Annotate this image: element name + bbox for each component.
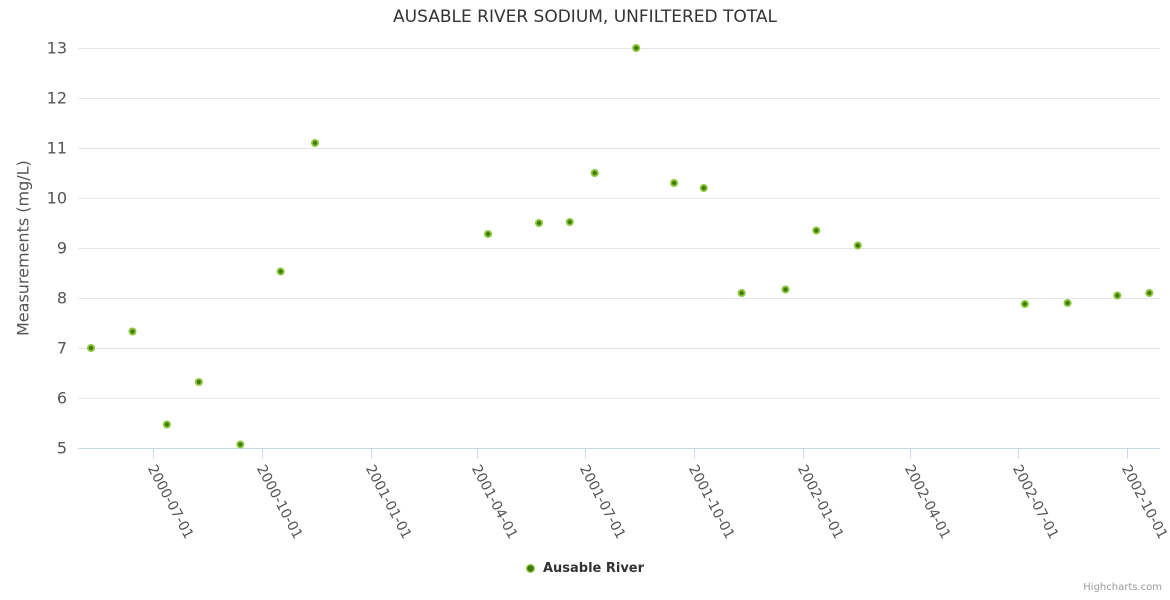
legend-marker-icon: [525, 564, 535, 573]
x-axis-tick-label: 2002-04-01: [901, 462, 953, 541]
data-point[interactable]: [194, 378, 203, 386]
x-axis-tick-label: 2001-10-01: [685, 462, 737, 541]
x-axis-tick-label: 2002-07-01: [1009, 462, 1061, 541]
x-axis-tick-label: 2002-10-01: [1118, 462, 1170, 541]
x-axis-tick-label: 2001-04-01: [468, 462, 520, 541]
y-axis-tick-label: 5: [57, 439, 67, 458]
data-point[interactable]: [565, 218, 574, 226]
data-point[interactable]: [1113, 291, 1122, 300]
data-point[interactable]: [87, 344, 96, 352]
data-point[interactable]: [128, 327, 137, 336]
data-point[interactable]: [853, 241, 862, 250]
data-point[interactable]: [535, 219, 544, 227]
y-axis-tick-label: 9: [57, 239, 67, 258]
x-axis-tick-label: 2001-07-01: [576, 462, 628, 541]
y-axis-tick-label: 12: [47, 89, 67, 108]
data-point[interactable]: [737, 289, 746, 297]
highcharts-credits-link[interactable]: Highcharts.com: [1083, 582, 1162, 593]
legend: Ausable River: [0, 561, 1170, 576]
data-point[interactable]: [1020, 300, 1029, 308]
data-point[interactable]: [781, 285, 790, 294]
x-axis-tick-label: 2001-01-01: [362, 462, 414, 541]
y-axis-tick-label: 10: [47, 189, 67, 208]
x-axis-tick-label: 2000-07-01: [144, 462, 196, 541]
data-point[interactable]: [812, 226, 821, 235]
x-axis-tick-label: 2000-10-01: [253, 462, 305, 541]
y-axis-tick-label: 8: [57, 289, 67, 308]
data-point[interactable]: [276, 267, 285, 276]
legend-item-ausable-river[interactable]: Ausable River: [525, 561, 645, 576]
data-point[interactable]: [311, 139, 320, 147]
data-point[interactable]: [484, 230, 493, 238]
y-axis-tick-label: 13: [47, 39, 67, 58]
y-axis-tick-label: 6: [57, 389, 67, 408]
y-axis-tick-label: 11: [47, 139, 67, 158]
data-point[interactable]: [590, 169, 599, 177]
data-point[interactable]: [1145, 289, 1154, 297]
legend-label: Ausable River: [542, 561, 645, 576]
chart-title: AUSABLE RIVER SODIUM, UNFILTERED TOTAL: [393, 7, 777, 27]
data-point[interactable]: [632, 44, 641, 52]
data-point[interactable]: [1063, 299, 1072, 307]
data-point[interactable]: [236, 440, 245, 449]
data-point[interactable]: [670, 179, 679, 187]
data-point[interactable]: [699, 184, 708, 192]
y-axis-tick-label: 7: [57, 339, 67, 358]
x-axis-tick-label: 2002-01-01: [794, 462, 846, 541]
data-point[interactable]: [162, 420, 171, 429]
